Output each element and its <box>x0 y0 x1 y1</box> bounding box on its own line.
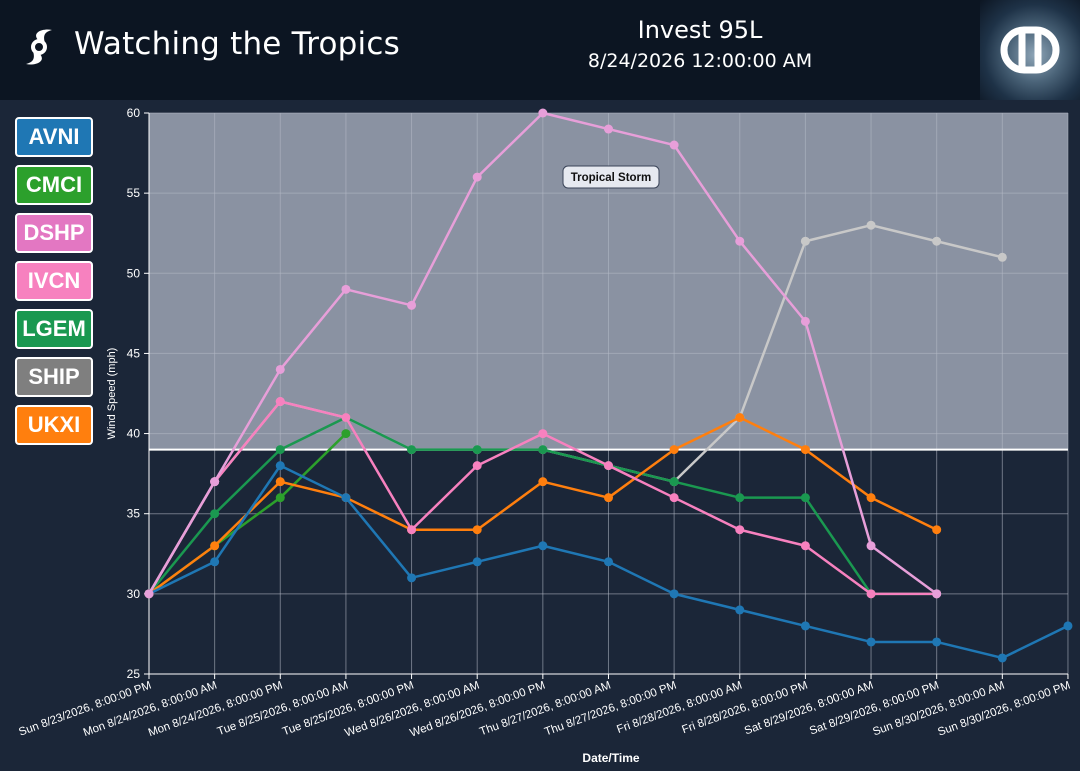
data-point-ship <box>932 236 942 246</box>
data-point-avni <box>866 637 876 647</box>
data-point-dshp <box>275 364 285 374</box>
logo-mark-icon <box>1000 26 1060 74</box>
logo <box>980 0 1080 100</box>
data-point-avni <box>603 557 613 567</box>
legend-toggle-ship[interactable]: SHIP <box>15 357 93 397</box>
y-tick-label: 45 <box>127 346 141 360</box>
data-point-dshp <box>407 300 417 310</box>
data-point-ship <box>800 236 810 246</box>
data-point-dshp <box>735 236 745 246</box>
hurricane-icon <box>26 29 52 65</box>
data-point-avni <box>210 557 220 567</box>
data-point-avni <box>932 637 942 647</box>
x-tick-label: Fri 8/28/2026, 8:00:00 AM <box>615 680 743 737</box>
data-point-dshp <box>538 108 548 118</box>
data-point-dshp <box>603 124 613 134</box>
legend-toggle-lgem[interactable]: LGEM <box>15 309 93 349</box>
y-tick-label: 35 <box>127 507 141 521</box>
data-point-ukxi <box>472 525 482 535</box>
gridlines <box>148 112 1069 675</box>
data-point-dshp <box>472 172 482 182</box>
data-point-dshp <box>341 284 351 294</box>
data-point-ivcn <box>407 525 417 535</box>
model-legend: AVNI CMCI DSHP IVCN LGEM SHIP UKXI <box>15 117 93 453</box>
app-header: Watching the Tropics Invest 95L 8/24/202… <box>0 0 1080 100</box>
data-point-lgem <box>210 509 220 519</box>
data-point-dshp <box>932 589 942 599</box>
legend-toggle-ivcn[interactable]: IVCN <box>15 261 93 301</box>
data-point-avni <box>275 461 285 471</box>
data-point-ivcn <box>800 541 810 551</box>
series-ukxi <box>144 413 942 599</box>
data-point-lgem <box>407 445 417 455</box>
data-point-ivcn <box>538 429 548 439</box>
data-point-cmci <box>341 429 351 439</box>
data-point-avni <box>538 541 548 551</box>
data-point-dshp <box>669 140 679 150</box>
data-point-lgem <box>735 493 745 503</box>
data-point-ukxi <box>800 445 810 455</box>
data-point-ukxi <box>538 477 548 487</box>
data-point-lgem <box>800 493 810 503</box>
data-point-ukxi <box>275 477 285 487</box>
data-point-ukxi <box>603 493 613 503</box>
data-point-ivcn <box>735 525 745 535</box>
data-point-dshp <box>800 316 810 326</box>
tropical-storm-label: Tropical Storm <box>562 165 660 189</box>
data-point-avni <box>472 557 482 567</box>
storm-time: 8/24/2026 12:00:00 AM <box>587 50 813 72</box>
data-point-lgem <box>538 445 548 455</box>
legend-toggle-avni[interactable]: AVNI <box>15 117 93 157</box>
app-title: Watching the Tropics <box>74 26 400 62</box>
data-point-lgem <box>669 477 679 487</box>
data-point-avni <box>735 605 745 615</box>
data-point-avni <box>1063 621 1073 631</box>
y-tick-label: 55 <box>127 186 141 200</box>
series-dshp <box>144 108 942 599</box>
legend-toggle-ukxi[interactable]: UKXI <box>15 405 93 445</box>
tropical-storm-label-box <box>562 165 660 189</box>
data-point-avni <box>997 653 1007 663</box>
data-point-avni <box>341 493 351 503</box>
data-point-ukxi <box>866 493 876 503</box>
data-point-ukxi <box>932 525 942 535</box>
data-point-ivcn <box>472 461 482 471</box>
data-point-dshp <box>210 477 220 487</box>
legend-toggle-cmci[interactable]: CMCI <box>15 165 93 205</box>
y-axis-title: Wind Speed (mph) <box>106 348 118 440</box>
y-tick-label: 30 <box>127 587 141 601</box>
data-point-ivcn <box>669 493 679 503</box>
data-point-lgem <box>275 445 285 455</box>
data-point-lgem <box>472 445 482 455</box>
data-point-dshp <box>866 541 876 551</box>
x-axis-title: Date/Time <box>582 751 639 765</box>
data-point-ivcn <box>341 413 351 423</box>
data-point-avni <box>407 573 417 583</box>
data-point-avni <box>669 589 679 599</box>
data-point-dshp <box>144 589 154 599</box>
data-point-avni <box>800 621 810 631</box>
y-tick-label: 60 <box>127 106 141 120</box>
storm-name: Invest 95L <box>637 16 763 44</box>
data-point-ivcn <box>866 589 876 599</box>
data-point-ship <box>997 252 1007 262</box>
data-point-ukxi <box>210 541 220 551</box>
y-tick-label: 50 <box>127 266 141 280</box>
data-point-ukxi <box>735 413 745 423</box>
legend-toggle-dshp[interactable]: DSHP <box>15 213 93 253</box>
y-tick-label: 25 <box>127 667 141 681</box>
data-point-ship <box>866 220 876 230</box>
data-point-ivcn <box>275 397 285 407</box>
data-point-ukxi <box>669 445 679 455</box>
tropical-storm-label-text: Tropical Storm <box>571 172 652 184</box>
y-tick-label: 40 <box>127 427 141 441</box>
data-point-cmci <box>275 493 285 503</box>
data-point-ivcn <box>603 461 613 471</box>
